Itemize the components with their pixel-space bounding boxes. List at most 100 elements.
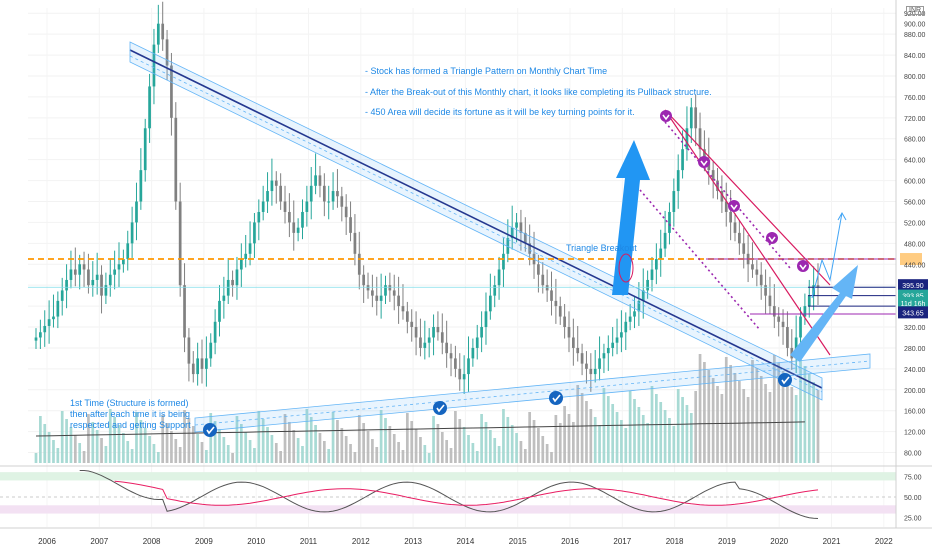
volume-bar xyxy=(681,397,684,463)
price-tag-level-c-bg xyxy=(898,306,928,319)
candle-body xyxy=(148,86,151,129)
volume-bar xyxy=(519,441,523,463)
candle-body xyxy=(231,279,234,286)
price-tick-label: 880.00 xyxy=(904,32,926,39)
candle-body xyxy=(777,316,781,322)
volume-bar xyxy=(397,442,400,463)
candle-body xyxy=(637,300,641,312)
volume-bar xyxy=(60,411,64,463)
volume-bar xyxy=(419,437,422,463)
volume-bar xyxy=(336,420,339,463)
volume-bar xyxy=(56,448,60,463)
price-tick-label: 720.00 xyxy=(904,116,926,123)
volume-bar xyxy=(405,413,409,463)
volume-bar xyxy=(659,402,663,463)
candle-body xyxy=(816,285,820,288)
candle-body xyxy=(170,65,173,118)
candle-body xyxy=(340,196,344,207)
volume-bar xyxy=(65,419,68,463)
volume-bar xyxy=(288,422,291,463)
candle-body xyxy=(279,185,283,202)
volume-bar xyxy=(135,412,138,463)
candle-body xyxy=(454,358,457,369)
volume-bar xyxy=(340,428,344,463)
volume-bar xyxy=(178,447,182,463)
volume-bar xyxy=(156,452,160,463)
rsi-line xyxy=(79,470,819,519)
volume-bar xyxy=(152,444,156,463)
volume-bar xyxy=(633,399,636,463)
note-2: - After the Break-out of this Monthly ch… xyxy=(365,87,712,97)
candle-body xyxy=(174,117,178,202)
purple-dotted-line xyxy=(639,189,761,331)
volume-bar xyxy=(283,414,287,463)
support-check-marker xyxy=(549,391,563,405)
volume-bar xyxy=(270,435,274,463)
candle-body xyxy=(733,222,737,233)
candle-body xyxy=(126,243,130,260)
volume-bar xyxy=(314,425,317,463)
candle-body xyxy=(602,353,606,359)
volume-bar xyxy=(432,416,435,463)
year-tick-label: 2016 xyxy=(561,537,579,546)
candle-body xyxy=(668,211,671,233)
price-tick-label: 160.00 xyxy=(904,409,926,416)
price-tick-label: 200.00 xyxy=(904,388,926,395)
candle-body xyxy=(296,227,300,233)
check-glyph xyxy=(552,394,561,403)
candle-body xyxy=(73,269,77,275)
volume-bar xyxy=(497,446,501,463)
price-tick-label: 520.00 xyxy=(904,220,926,227)
volume-bar xyxy=(641,415,645,463)
volume-bar xyxy=(637,407,641,463)
volume-bar xyxy=(423,445,427,463)
volume-bar xyxy=(122,433,125,463)
support-check-marker xyxy=(778,373,792,387)
volume-bar xyxy=(816,390,820,463)
candle-body xyxy=(248,243,252,254)
volume-bar xyxy=(52,440,55,463)
candle-body xyxy=(738,232,741,244)
volume-bar xyxy=(213,421,217,463)
candle-body xyxy=(414,327,418,338)
candle-body xyxy=(100,274,103,296)
candle-body xyxy=(122,259,125,265)
down-arrow-marker xyxy=(660,110,672,122)
candle-body xyxy=(510,227,514,239)
volume-bar xyxy=(738,381,741,463)
candle-body xyxy=(56,300,60,317)
candle-body xyxy=(615,337,619,343)
channel-midline xyxy=(129,55,823,393)
price-tick-label: 680.00 xyxy=(904,137,926,144)
candle-body xyxy=(152,44,156,87)
candle-body xyxy=(502,253,505,270)
candle-body xyxy=(720,191,724,202)
note-1: - Stock has formed a Triangle Pattern on… xyxy=(365,66,608,76)
year-tick-label: 2019 xyxy=(718,537,736,546)
candle-body xyxy=(786,327,789,348)
volume-bar xyxy=(440,432,444,463)
currency-label: INR xyxy=(906,6,925,15)
volume-bar xyxy=(467,435,470,463)
volume-bar xyxy=(244,432,248,463)
candle-body xyxy=(87,269,90,286)
candle-body xyxy=(318,175,322,186)
candle-body xyxy=(392,290,396,296)
price-tick-label: 600.00 xyxy=(904,179,926,186)
candle-body xyxy=(253,222,256,244)
candle-body xyxy=(257,211,261,223)
volume-bar xyxy=(729,365,732,463)
breakout-arrow xyxy=(612,140,650,295)
rsi-oversold-zone xyxy=(0,505,896,514)
volume-bar xyxy=(410,421,414,463)
candle-body xyxy=(480,327,483,338)
volume-bar xyxy=(606,396,610,463)
candle-body xyxy=(672,191,676,212)
candle-body xyxy=(156,23,160,45)
price-tick-label: 560.00 xyxy=(904,200,926,207)
volume-bar xyxy=(87,414,90,463)
volume-bar xyxy=(183,410,186,463)
candle-body xyxy=(537,264,540,275)
